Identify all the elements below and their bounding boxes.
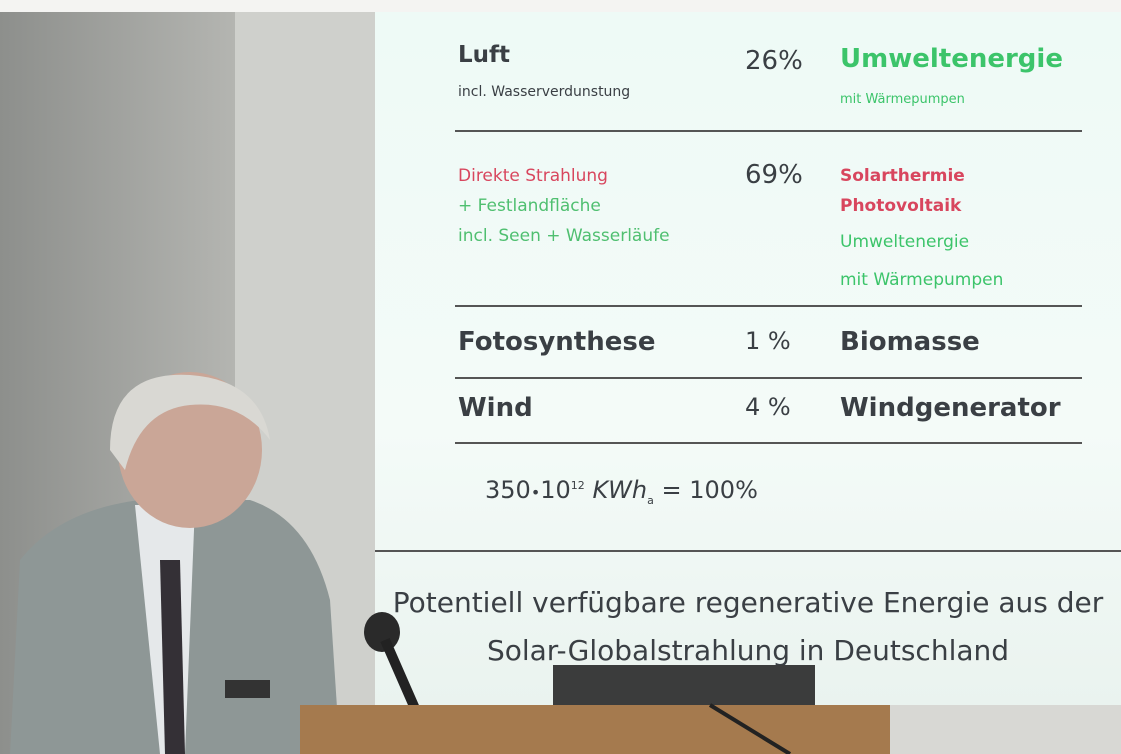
pocket-square <box>225 680 270 698</box>
laptop <box>553 665 815 710</box>
photo: Luft incl. Wasserverdunstung 26% Umwelte… <box>0 0 1121 754</box>
page: {"slide": { "rows": [ {"left": ["Luft", … <box>0 0 1121 754</box>
scene <box>0 0 1121 754</box>
microphone <box>364 612 400 652</box>
podium <box>300 705 890 754</box>
